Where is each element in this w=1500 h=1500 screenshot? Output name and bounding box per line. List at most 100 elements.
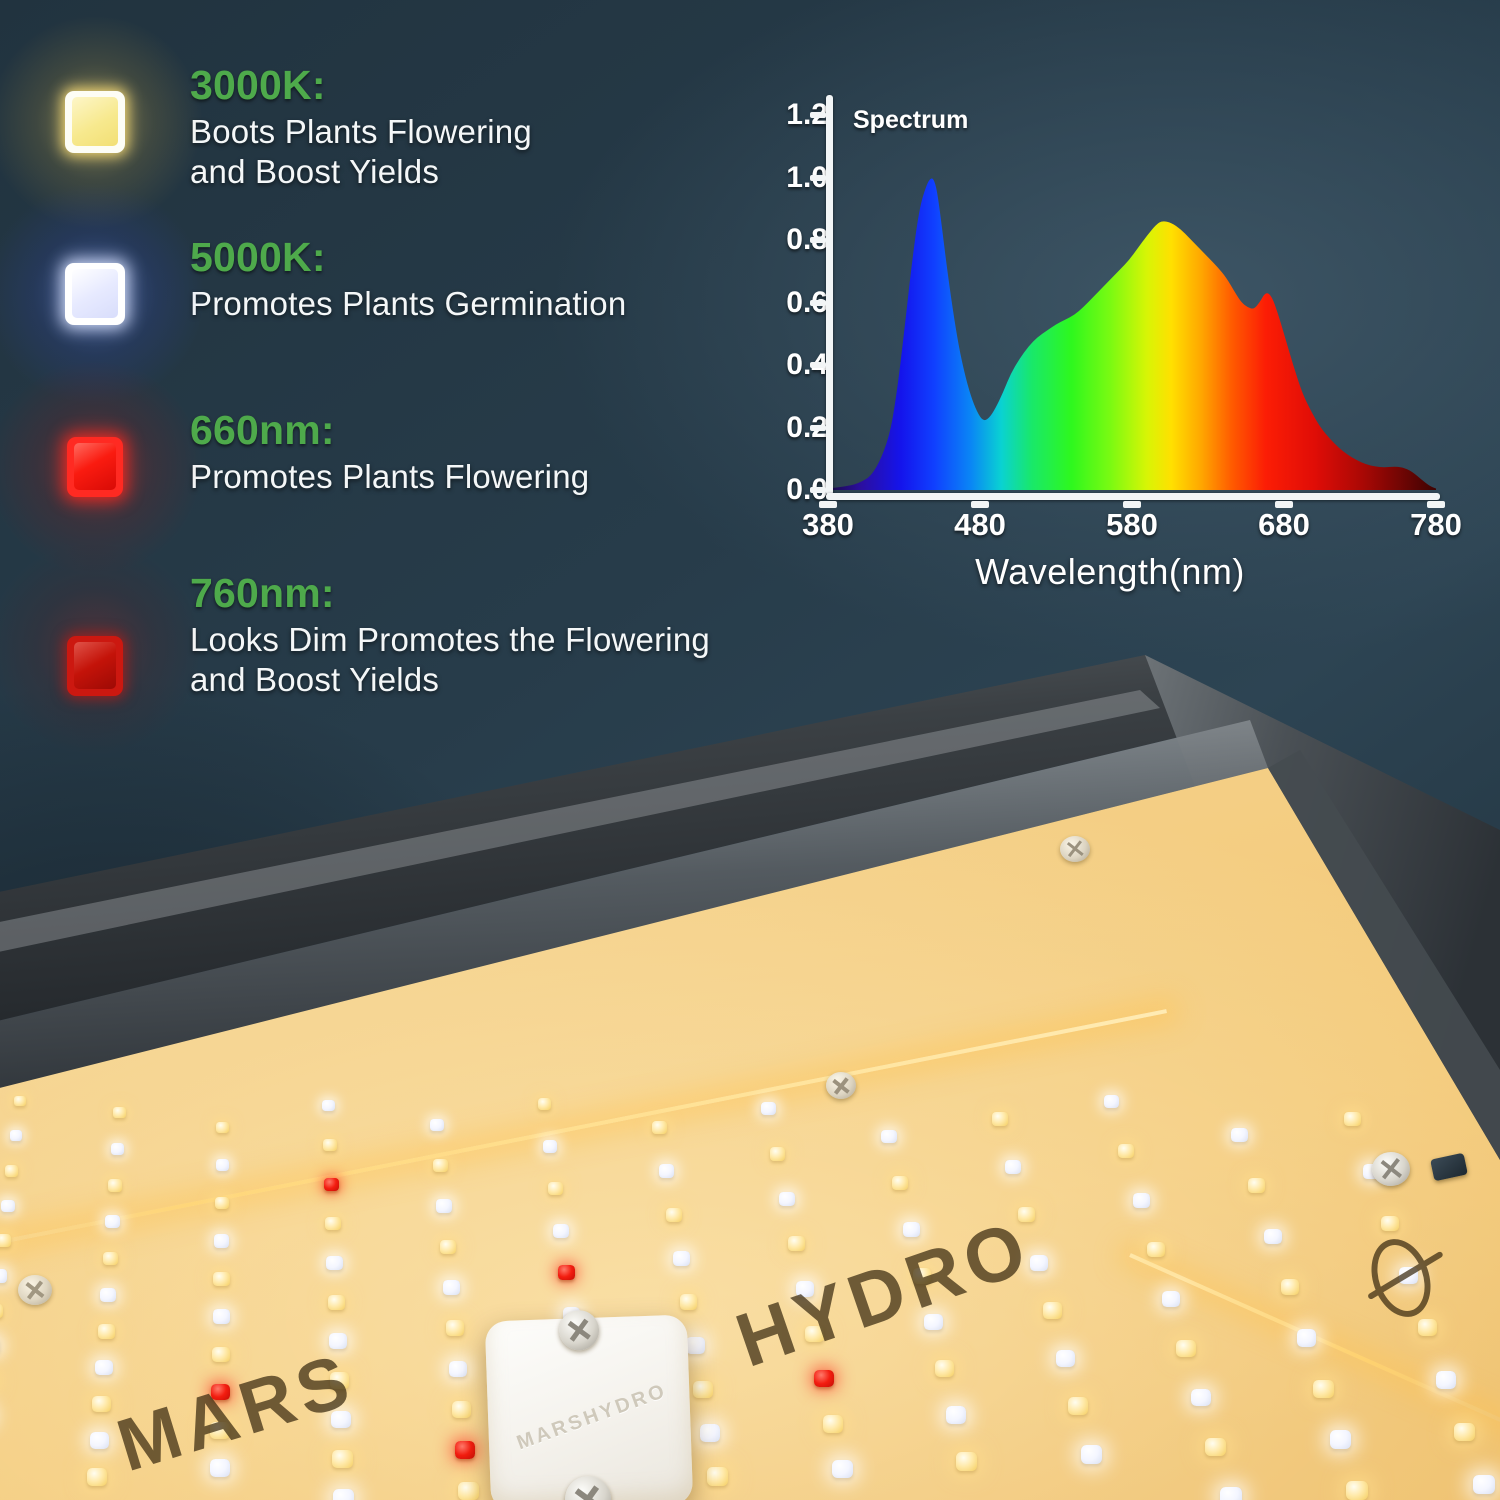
led-chip-cool-white [430, 1118, 445, 1131]
feature-desc-5000k-line1: Promotes Plants Germination [190, 285, 627, 323]
led-chip-cool-white [1030, 1254, 1049, 1271]
led-chip-cool-white [105, 1215, 121, 1229]
led-chip-cool-white [448, 1360, 468, 1378]
chart-plot-area [810, 95, 1445, 508]
chart-x-axis-line [826, 493, 1440, 500]
led-chip-cool-white [89, 1431, 110, 1449]
led-chip-cool-white [328, 1333, 347, 1350]
led-chip-warm-white [537, 1098, 552, 1111]
led-chip-warm-white [1068, 1397, 1089, 1416]
led-chip-cool-white [1231, 1127, 1248, 1143]
panel-inner-bezel [0, 720, 1268, 1088]
chart-y-tick-mark [810, 112, 826, 118]
led-chip-warm-white [92, 1395, 111, 1413]
feature-row-5000k: 5000K: Promotes Plants Germination [0, 179, 760, 409]
led-chip-cool-white [100, 1287, 117, 1302]
led-grow-light-panel [0, 600, 1500, 1500]
led-chip-cool-white [333, 1489, 355, 1500]
led-chip-cool-white [924, 1314, 943, 1331]
led-chip-cool-white [1329, 1430, 1351, 1449]
led-chip-warm-white [1454, 1422, 1476, 1442]
led-chip-warm-white [1346, 1480, 1369, 1500]
led-chip-warm-white [86, 1467, 108, 1486]
led-chip-cool-white [542, 1140, 558, 1153]
led-chip-warm-white [1147, 1241, 1166, 1258]
led-chip-cool-white [1436, 1371, 1457, 1389]
chart-x-tick-label: 380 [802, 507, 854, 542]
led-chip-cool-white [331, 1411, 351, 1429]
led-chip-cool-white [1297, 1329, 1317, 1347]
led-chip-warm-white [1280, 1279, 1300, 1296]
led-chip-warm-white [1017, 1207, 1035, 1223]
spectrum-curve [828, 178, 1436, 490]
driver-junction-box: MARSHYDRO [484, 1309, 694, 1500]
led-chip-warm-white [956, 1452, 978, 1471]
led-chip-cool-white [209, 1459, 230, 1477]
feature-row-3000k: 3000K: Boots Plants Flowering and Boost … [0, 7, 760, 237]
chart-x-axis-labels: 380 480 580 680 780 [765, 507, 1462, 547]
chart-y-tick-mark [810, 237, 826, 243]
led-chip-warm-white [108, 1179, 122, 1192]
chart-y-axis-line [826, 95, 833, 495]
led-chip-warm-white [707, 1467, 729, 1486]
led-chip-warm-white [822, 1415, 844, 1433]
feature-desc-760nm-line2: and Boost Yields [190, 661, 440, 699]
led-chip-warm-white [1176, 1339, 1196, 1357]
led-chip-cool-white [94, 1359, 113, 1376]
led-chip-cool-white [1161, 1290, 1181, 1308]
led-chip-cool-white [778, 1191, 796, 1206]
chart-x-tick-mark [971, 501, 989, 508]
phillips-screw-icon [18, 1275, 52, 1305]
led-chip-warm-white [332, 1450, 353, 1469]
chart-x-tick-mark [819, 501, 837, 508]
led-chip-cool-white [902, 1221, 920, 1237]
led-chip-warm-white [679, 1294, 698, 1310]
led-chip-cool-white [1055, 1349, 1075, 1367]
led-chip-warm-white [0, 1234, 11, 1248]
panel-top-bezel [0, 655, 1250, 1021]
led-chip-cool-white [945, 1406, 966, 1425]
chart-y-tick-mark [810, 174, 826, 181]
led-chip-cool-white [1103, 1094, 1120, 1109]
led-chip-cool-white [658, 1164, 675, 1178]
feature-text-5000k: 5000K: Promotes Plants Germination [190, 234, 626, 324]
led-chip-warm-white [445, 1320, 464, 1337]
chart-x-tick-label: 480 [954, 507, 1006, 542]
led-chip-warm-white [322, 1138, 337, 1151]
led-chip-warm-white [113, 1107, 126, 1119]
led-chip-warm-white [992, 1112, 1008, 1126]
led-chip-cool-white [214, 1234, 230, 1248]
phillips-screw-icon [564, 1475, 612, 1500]
led-chip-warm-white [787, 1236, 805, 1252]
feature-title-660nm: 660nm: [190, 407, 335, 453]
phillips-screw-icon [826, 1072, 856, 1099]
phillips-screw-icon [558, 1309, 600, 1351]
led-chip-red [557, 1265, 575, 1281]
feature-text-660nm: 660nm: Promotes Plants Flowering [190, 407, 589, 497]
led-chip-cool-white [686, 1337, 706, 1354]
led-chip-cool-white [0, 1268, 8, 1283]
led-chip-cool-white [1472, 1474, 1495, 1494]
led-chip-warm-white [325, 1216, 341, 1231]
led-chip-warm-white [547, 1181, 564, 1196]
phillips-screw-icon [1372, 1152, 1410, 1186]
led-chip-red-icon [0, 352, 210, 582]
chart-x-axis-title: Wavelength(nm) [975, 551, 1245, 592]
led-chip-warm-white [102, 1251, 119, 1266]
feature-title-3000k: 3000K: [190, 62, 326, 108]
led-chip-warm-white [211, 1346, 230, 1363]
led-chip-cool-white [321, 1099, 335, 1112]
feature-text-760nm: 760nm: Looks Dim Promotes the Flowering … [190, 570, 710, 701]
led-chip-warm-white [5, 1165, 19, 1177]
feature-desc-760nm-line1: Looks Dim Promotes the Flowering [190, 621, 710, 659]
feature-desc-3000k-line1: Boots Plants Flowering [190, 113, 532, 151]
led-chip-cool-white [212, 1309, 230, 1325]
chip-body-deep-red [67, 636, 123, 696]
led-chip-warm-white [329, 1372, 349, 1389]
led-chip-warm-white [327, 1294, 345, 1310]
led-chip-cool-white [1080, 1445, 1102, 1464]
led-chip-cool-white [110, 1143, 124, 1155]
led-chip-cool-white [1190, 1388, 1212, 1407]
chart-x-tick-label: 680 [1258, 507, 1310, 542]
